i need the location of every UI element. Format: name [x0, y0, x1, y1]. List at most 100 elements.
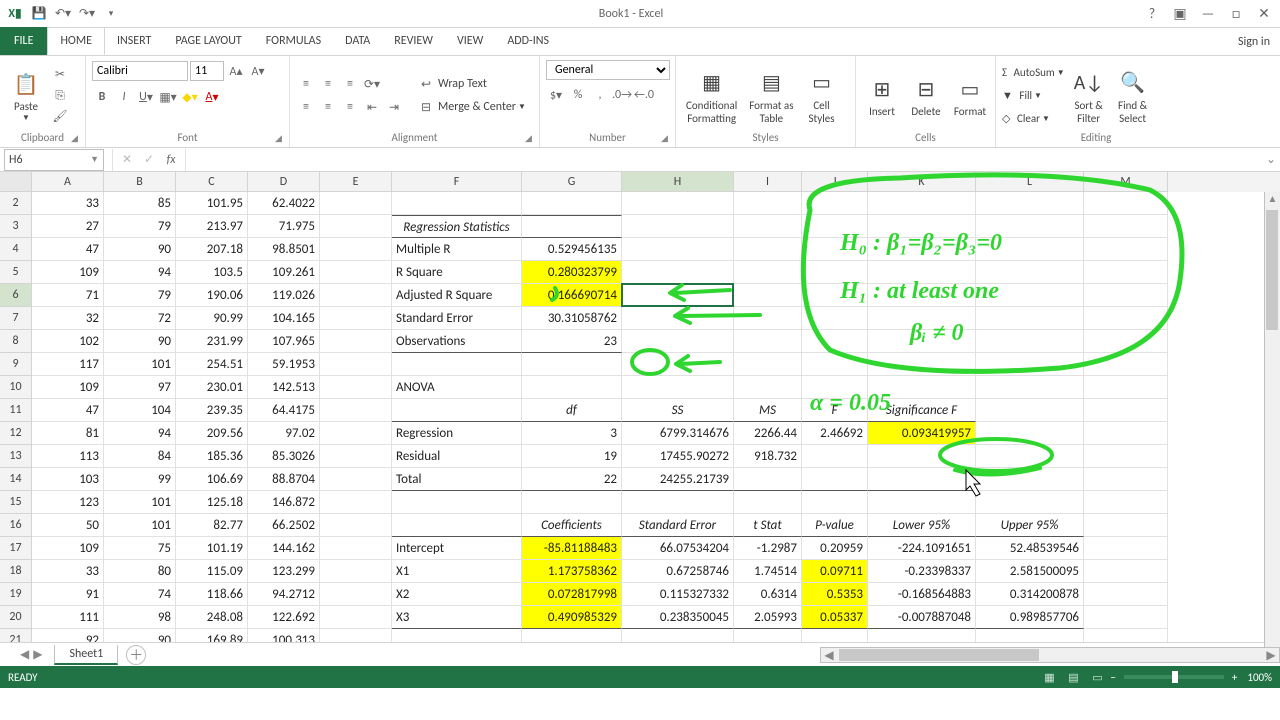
cell[interactable]: Intercept: [392, 537, 522, 560]
border-icon[interactable]: ▦▾: [158, 87, 178, 107]
cell[interactable]: 1.74514: [734, 560, 802, 583]
number-format-select[interactable]: General: [546, 60, 670, 80]
cell[interactable]: Lower 95%: [868, 514, 976, 537]
cell[interactable]: 0.529456135: [522, 238, 622, 261]
row-header[interactable]: 8: [0, 330, 32, 353]
percent-icon[interactable]: %: [568, 85, 588, 105]
cell[interactable]: [734, 376, 802, 399]
format-as-table-button[interactable]: ▤Format as Table: [745, 65, 797, 127]
page-layout-view-icon[interactable]: ▤: [1062, 668, 1084, 686]
cell[interactable]: 74: [104, 583, 176, 606]
cell[interactable]: X3: [392, 606, 522, 629]
row-header[interactable]: 16: [0, 514, 32, 537]
cell[interactable]: [868, 307, 976, 330]
cell[interactable]: Multiple R: [392, 238, 522, 261]
cell[interactable]: 0.166690714: [522, 284, 622, 307]
cell[interactable]: 0.6314: [734, 583, 802, 606]
cell[interactable]: [976, 629, 1084, 642]
cell[interactable]: [802, 353, 868, 376]
file-tab[interactable]: FILE: [0, 27, 47, 55]
cell[interactable]: 0.5353: [802, 583, 868, 606]
cell[interactable]: [802, 238, 868, 261]
cell[interactable]: 213.97: [176, 215, 248, 238]
cell[interactable]: -224.1091651: [868, 537, 976, 560]
ribbon-options-icon[interactable]: ▣: [1168, 3, 1192, 25]
cell[interactable]: 80: [104, 560, 176, 583]
cell[interactable]: [802, 284, 868, 307]
cell[interactable]: [734, 330, 802, 353]
font-color-icon[interactable]: A▾: [202, 87, 222, 107]
column-header[interactable]: A: [32, 172, 104, 192]
delete-cells-button[interactable]: ⊟Delete: [906, 71, 946, 120]
cell[interactable]: [1084, 422, 1168, 445]
cell[interactable]: 104.165: [248, 307, 320, 330]
cell[interactable]: [320, 192, 392, 215]
underline-icon[interactable]: U▾: [136, 87, 156, 107]
cell[interactable]: 66.07534204: [622, 537, 734, 560]
cell[interactable]: 79: [104, 284, 176, 307]
cell[interactable]: 109: [32, 376, 104, 399]
cell[interactable]: [320, 215, 392, 238]
cell[interactable]: 85.3026: [248, 445, 320, 468]
cell[interactable]: [802, 445, 868, 468]
cell[interactable]: [622, 376, 734, 399]
cell[interactable]: 106.69: [176, 468, 248, 491]
cell[interactable]: [320, 261, 392, 284]
cell[interactable]: 239.35: [176, 399, 248, 422]
cell[interactable]: 0.072817998: [522, 583, 622, 606]
cell[interactable]: Observations: [392, 330, 522, 353]
row-header[interactable]: 5: [0, 261, 32, 284]
cell[interactable]: 2.581500095: [976, 560, 1084, 583]
scroll-left-icon[interactable]: ◀: [821, 648, 837, 662]
cell[interactable]: [622, 284, 734, 307]
column-header[interactable]: D: [248, 172, 320, 192]
cell[interactable]: [522, 192, 622, 215]
orientation-icon[interactable]: ⟳▾: [362, 74, 382, 94]
dialog-launcher-icon[interactable]: ◢: [525, 133, 537, 145]
cell[interactable]: [1084, 445, 1168, 468]
row-header[interactable]: 4: [0, 238, 32, 261]
cell[interactable]: 169.89: [176, 629, 248, 642]
row-header[interactable]: 10: [0, 376, 32, 399]
vertical-scrollbar[interactable]: ▲ ▼: [1264, 192, 1280, 662]
align-top-icon[interactable]: ≡: [296, 74, 316, 94]
cell[interactable]: [1084, 583, 1168, 606]
cell[interactable]: 142.513: [248, 376, 320, 399]
bold-icon[interactable]: B: [92, 87, 112, 107]
find-select-button[interactable]: 🔍Find & Select: [1113, 65, 1153, 127]
cell[interactable]: 2.46692: [802, 422, 868, 445]
cell[interactable]: 0.67258746: [622, 560, 734, 583]
row-header[interactable]: 20: [0, 606, 32, 629]
sheet-nav-next-icon[interactable]: ▶: [33, 647, 42, 662]
cell[interactable]: 23: [522, 330, 622, 353]
row-header[interactable]: 15: [0, 491, 32, 514]
formula-bar[interactable]: [186, 149, 1262, 171]
cell[interactable]: Standard Error: [392, 307, 522, 330]
cell[interactable]: 185.36: [176, 445, 248, 468]
tab-review[interactable]: REVIEW: [382, 27, 445, 55]
cell[interactable]: 64.4175: [248, 399, 320, 422]
row-header[interactable]: 17: [0, 537, 32, 560]
cell[interactable]: 2266.44: [734, 422, 802, 445]
cell[interactable]: 117: [32, 353, 104, 376]
format-painter-icon[interactable]: 🖌: [50, 107, 70, 127]
scroll-up-icon[interactable]: ▲: [1265, 192, 1280, 208]
cell[interactable]: ANOVA: [392, 376, 522, 399]
format-cells-button[interactable]: ▭Format: [950, 71, 990, 120]
cell[interactable]: 144.162: [248, 537, 320, 560]
help-icon[interactable]: ?: [1140, 3, 1164, 25]
decrease-font-icon[interactable]: A▾: [248, 61, 268, 81]
cell[interactable]: [734, 284, 802, 307]
cell[interactable]: [622, 215, 734, 238]
cell[interactable]: 190.06: [176, 284, 248, 307]
cell[interactable]: Regression Statistics: [392, 215, 522, 238]
cell[interactable]: [734, 491, 802, 514]
cell[interactable]: 94: [104, 422, 176, 445]
enter-icon[interactable]: ✓: [139, 150, 159, 170]
cell[interactable]: 0.280323799: [522, 261, 622, 284]
cell[interactable]: 123.299: [248, 560, 320, 583]
cell[interactable]: -1.2987: [734, 537, 802, 560]
cell[interactable]: [392, 353, 522, 376]
cell[interactable]: 6799.314676: [622, 422, 734, 445]
scroll-thumb[interactable]: [839, 649, 1039, 661]
